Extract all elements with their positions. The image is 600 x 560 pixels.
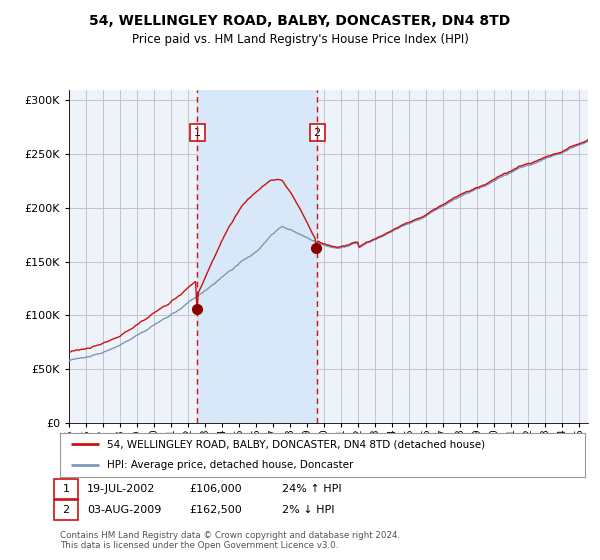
Text: 2: 2 — [314, 128, 320, 138]
Text: 1: 1 — [62, 484, 70, 494]
Text: Price paid vs. HM Land Registry's House Price Index (HPI): Price paid vs. HM Land Registry's House … — [131, 32, 469, 46]
Text: HPI: Average price, detached house, Doncaster: HPI: Average price, detached house, Donc… — [107, 460, 353, 470]
Text: 03-AUG-2009: 03-AUG-2009 — [87, 505, 161, 515]
Text: £162,500: £162,500 — [189, 505, 242, 515]
Text: £106,000: £106,000 — [189, 484, 242, 494]
Text: 1: 1 — [194, 128, 201, 138]
Text: 54, WELLINGLEY ROAD, BALBY, DONCASTER, DN4 8TD: 54, WELLINGLEY ROAD, BALBY, DONCASTER, D… — [89, 14, 511, 28]
Text: 54, WELLINGLEY ROAD, BALBY, DONCASTER, DN4 8TD (detached house): 54, WELLINGLEY ROAD, BALBY, DONCASTER, D… — [107, 440, 485, 449]
Text: 2: 2 — [62, 505, 70, 515]
Text: 24% ↑ HPI: 24% ↑ HPI — [282, 484, 341, 494]
Bar — [197, 90, 317, 423]
Text: 19-JUL-2002: 19-JUL-2002 — [87, 484, 155, 494]
Text: Contains HM Land Registry data © Crown copyright and database right 2024.
This d: Contains HM Land Registry data © Crown c… — [60, 531, 400, 550]
Text: 2% ↓ HPI: 2% ↓ HPI — [282, 505, 335, 515]
